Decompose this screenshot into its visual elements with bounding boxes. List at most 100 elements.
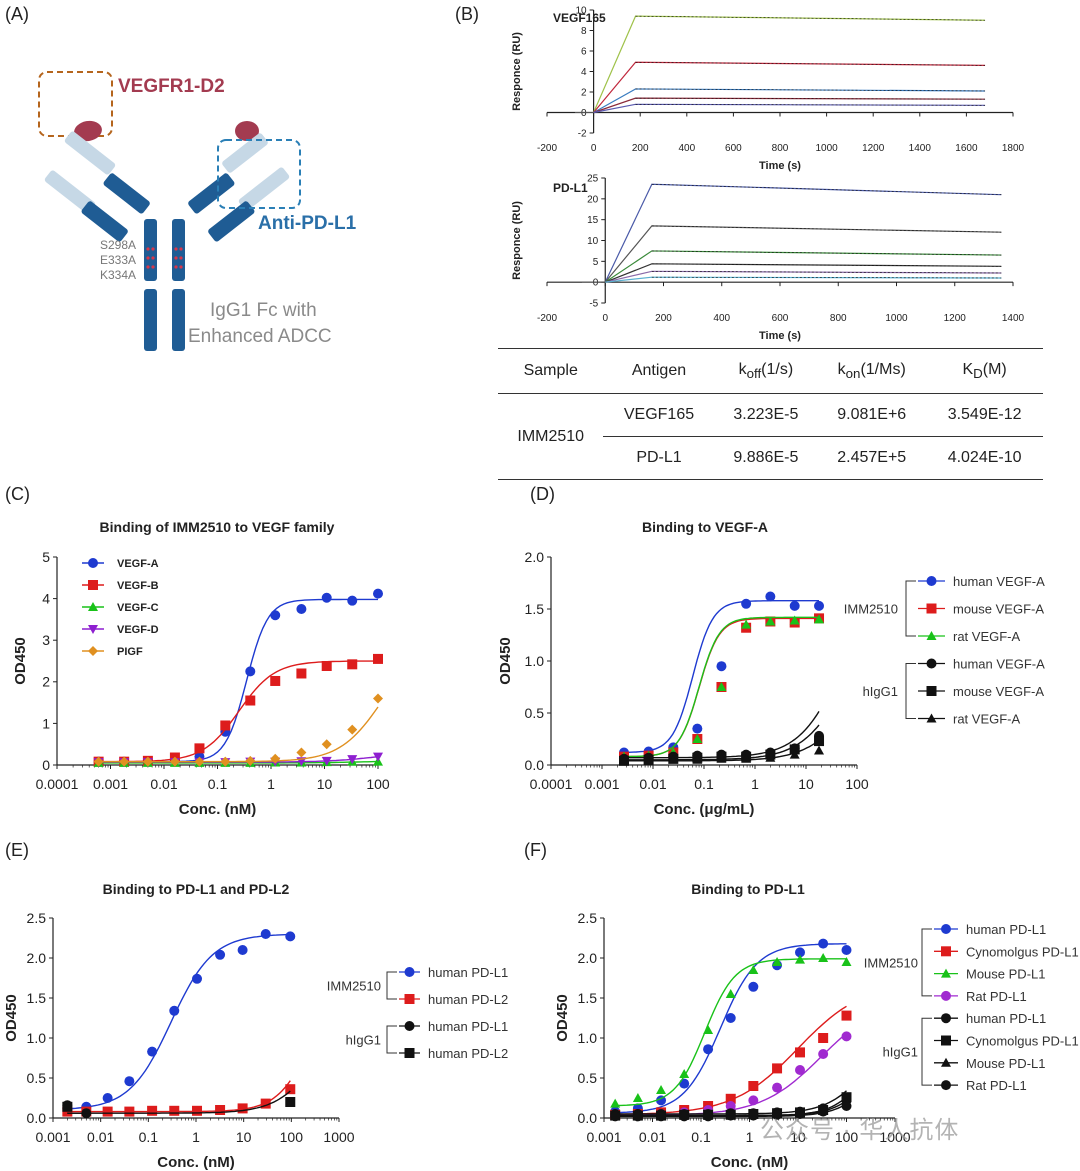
header-kon: kon(1/Ms) <box>817 348 927 394</box>
data-point <box>237 1103 248 1114</box>
x-tick-label: 0.01 <box>150 776 177 792</box>
chart-d-vegf-a: Binding to VEGF-A 0.0 0.5 1.0 1.5 2.0 0.0001 0.… <box>497 519 1045 818</box>
y-tick-label: 2 <box>581 88 587 99</box>
data-point <box>245 666 256 677</box>
legend-item: rat VEGF-A <box>918 712 1021 727</box>
kon-cell: 2.457E+5 <box>817 436 927 480</box>
y-tick-label: 5 <box>42 549 50 565</box>
data-point <box>703 1111 714 1122</box>
y-axis-label: OD450 <box>497 637 514 685</box>
data-point <box>656 1095 667 1106</box>
data-point <box>772 957 783 966</box>
fit-curve <box>624 616 819 758</box>
legend-bracket <box>905 580 916 637</box>
data-point <box>765 616 776 626</box>
legend-marker <box>926 658 937 669</box>
data-point <box>245 755 256 766</box>
y-tick-label: 20 <box>587 194 599 205</box>
kd-cell: 3.549E-12 <box>926 393 1043 437</box>
data-point <box>169 756 180 767</box>
chart-b1-vegf165-sensorgram: VEGF165 -2 0 2 4 6 8 10 -200 0 200 400 600 800 1000 120… <box>511 6 1025 173</box>
legend-item: Cynomolgus PD-L1 <box>934 1034 1079 1049</box>
legend-bracket <box>905 663 916 719</box>
heavy-chain-right-lower <box>208 201 255 242</box>
koff-cell: 3.223E-5 <box>714 393 818 437</box>
data-point <box>795 954 806 964</box>
y-tick-label: 5 <box>593 257 599 268</box>
data-point <box>841 957 852 966</box>
legend-group-label: hIgG1 <box>346 1033 381 1048</box>
data-point <box>716 661 727 672</box>
data-point <box>142 756 153 767</box>
legend-label: human PD-L1 <box>966 922 1046 937</box>
chart-e-pdl1-pdl2: Binding to PD-L1 and PD-L2 0.0 0.5 1.0 1.5 2.… <box>3 881 508 1171</box>
x-tick-label: 800 <box>772 143 789 154</box>
x-tick-label: 10 <box>317 776 333 792</box>
legend-marker <box>926 576 937 586</box>
data-point <box>789 749 800 759</box>
legend-marker <box>941 946 951 957</box>
header-kd: KD(M) <box>926 348 1043 394</box>
data-point <box>725 1093 736 1104</box>
data-point <box>656 1085 667 1094</box>
series-higg1-human-pd-l2 <box>62 1090 296 1114</box>
chart-title: Binding to VEGF-A <box>642 519 768 535</box>
y-tick-label: 2 <box>42 674 50 690</box>
data-point <box>668 754 679 764</box>
fit-curve <box>67 1090 291 1114</box>
data-point <box>260 1098 271 1109</box>
legend-marker <box>404 967 415 977</box>
mutation-label-2: E333A <box>100 253 136 267</box>
data-point <box>285 931 296 942</box>
y-tick-label: 1.0 <box>27 1030 47 1046</box>
data-point <box>643 755 654 765</box>
y-tick-label: 10 <box>587 236 599 247</box>
chart-title: PD-L1 <box>553 181 588 195</box>
chart-title: Binding to PD-L1 and PD-L2 <box>103 881 290 897</box>
chart-b2-pdl1-sensorgram: PD-L1 -5 0 5 10 15 20 25 -200 0 200 400 600 800 1000 12… <box>511 174 1025 343</box>
x-tick-label: 1400 <box>1002 313 1025 324</box>
data-point <box>169 1005 180 1016</box>
data-point <box>795 1047 806 1058</box>
data-point <box>215 949 226 960</box>
data-point <box>679 1069 690 1078</box>
y-tick-label: -2 <box>578 129 587 140</box>
legend-label: human PD-L1 <box>428 965 508 980</box>
legend-marker <box>88 602 98 611</box>
antigen-cell: VEGF165 <box>603 393 715 437</box>
legend-label: human PD-L2 <box>428 992 508 1007</box>
legend-marker <box>926 603 937 614</box>
vegfr-domain-right <box>235 121 259 141</box>
data-point <box>285 1084 296 1095</box>
data-point <box>748 1095 759 1106</box>
x-tick-label: 0.1 <box>208 776 228 792</box>
data-point <box>741 598 752 609</box>
legend-label: human PD-L1 <box>966 1011 1046 1026</box>
legend-group-label: IMM2510 <box>844 602 898 617</box>
sensorgram-line <box>593 88 986 114</box>
koff-cell: 9.886E-5 <box>714 436 818 480</box>
legend-label: Cynomolgus PD-L1 <box>966 944 1079 959</box>
panel-label-f: (F) <box>524 840 547 860</box>
light-chain-left-upper <box>64 131 116 175</box>
x-tick-label: -200 <box>537 313 557 324</box>
x-tick-label: 1200 <box>862 143 885 154</box>
x-axis-label: Conc. (μg/mL) <box>654 801 755 818</box>
legend-item: human VEGF-A <box>918 574 1045 589</box>
data-point <box>347 724 358 735</box>
legend-item: mouse VEGF-A <box>918 684 1044 699</box>
data-point <box>772 1109 783 1120</box>
legend-item: Cynomolgus PD-L1 <box>934 944 1079 959</box>
x-tick-label: 100 <box>835 1129 859 1145</box>
y-tick-label: 25 <box>587 174 599 185</box>
y-tick-label: 1.0 <box>525 653 545 669</box>
data-point <box>795 1109 806 1119</box>
data-point <box>285 1097 296 1107</box>
y-tick-label: 10 <box>575 6 587 17</box>
data-point <box>703 1044 714 1055</box>
data-point <box>772 1063 783 1074</box>
legend-marker <box>941 1080 951 1091</box>
y-tick-label: 0.5 <box>525 705 545 721</box>
legend-bracket <box>386 1025 397 1054</box>
fc-caption-line1: IgG1 Fc with <box>210 300 317 321</box>
